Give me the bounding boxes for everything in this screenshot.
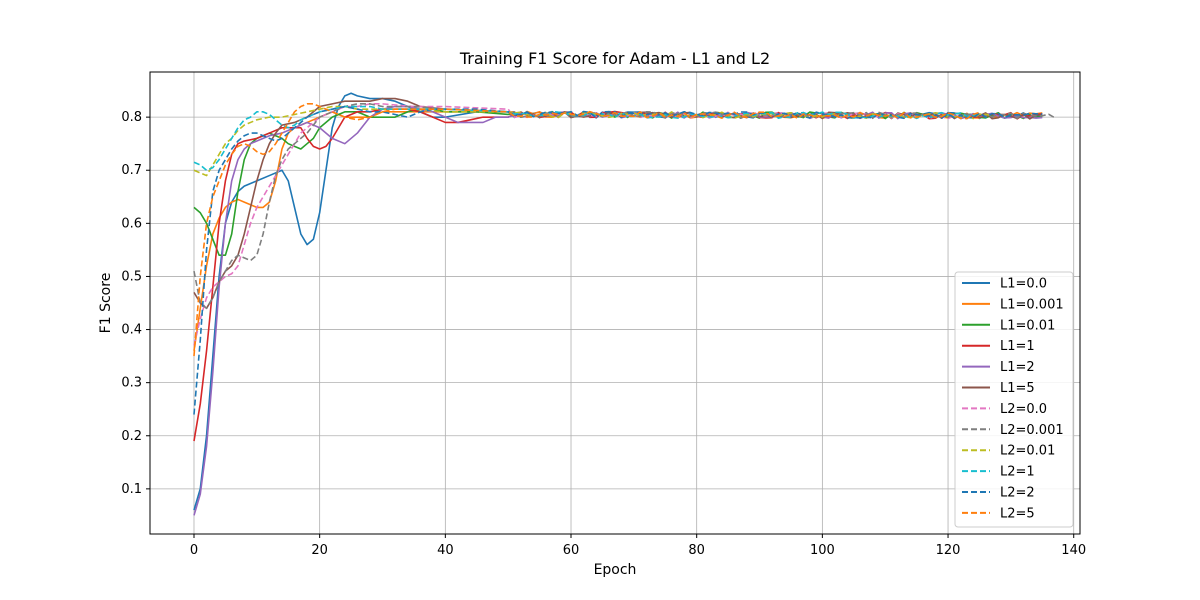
legend-entry-label: L1=0.01 [1000, 318, 1055, 333]
legend-entry-label: L1=2 [1000, 360, 1035, 375]
chart-title: Training F1 Score for Adam - L1 and L2 [459, 49, 770, 68]
legend-entry-label: L2=0.001 [1000, 423, 1064, 438]
x-tick-label: 40 [437, 543, 454, 558]
legend-entry-label: L1=5 [1000, 381, 1035, 396]
series-line-l1-2 [193, 105, 1043, 516]
x-tick-label: 120 [936, 543, 961, 558]
plot-area-frame [149, 71, 1081, 535]
x-tick-label: 140 [1061, 543, 1086, 558]
series-lines [193, 92, 1056, 516]
series-line-l2-5 [193, 103, 980, 357]
x-tick-label: 20 [311, 543, 328, 558]
legend: L1=0.0 L1=0.001 L1=0.01 L1=1 L1=2 L1=5 L2=0.0 L… [954, 271, 1074, 528]
series-line-l1-0-0 [193, 92, 1043, 511]
y-tick-label: 0.7 [121, 163, 142, 178]
y-tick-label: 0.4 [121, 323, 142, 338]
legend-entry-label: L1=0.0 [1000, 277, 1047, 292]
series-line-l1-0-01 [193, 108, 1043, 257]
axis-ticks: 0 20 40 60 80 100 120 140 0.1 0.2 0.3 0.4 0.5 0.6 0.7 0… [121, 110, 1086, 558]
x-tick-label: 80 [688, 543, 705, 558]
legend-entry-label: L2=0.0 [1000, 402, 1047, 417]
legend-entry-label: L1=1 [1000, 339, 1035, 354]
legend-entry-label: L1=0.001 [1000, 297, 1064, 312]
legend-entry-label: L2=5 [1000, 506, 1035, 521]
legend-entry-label: L2=2 [1000, 486, 1035, 501]
y-tick-label: 0.2 [121, 429, 142, 444]
x-tick-label: 100 [810, 543, 835, 558]
legend-box [954, 271, 1074, 528]
series-line-l1-1 [193, 108, 1043, 442]
x-axis-label: Epoch [594, 562, 637, 578]
y-tick-label: 0.6 [121, 216, 142, 231]
legend-entry-label: L2=0.01 [1000, 444, 1055, 459]
series-line-l2-0-001 [193, 103, 1056, 310]
y-tick-label: 0.8 [121, 110, 142, 125]
y-tick-label: 0.1 [121, 482, 142, 497]
series-line-l1-0-001 [193, 110, 1043, 351]
grid-lines [150, 72, 1080, 534]
y-tick-label: 0.5 [121, 269, 142, 284]
legend-entry-label: L2=1 [1000, 465, 1035, 480]
x-tick-label: 60 [563, 543, 580, 558]
series-line-l2-1 [193, 105, 980, 172]
series-line-l2-0-0 [193, 103, 961, 346]
series-line-l2-2 [193, 105, 1043, 415]
x-tick-label: 0 [190, 543, 198, 558]
y-axis-label: F1 Score [98, 273, 114, 334]
y-tick-label: 0.3 [121, 376, 142, 391]
series-line-l2-0-01 [193, 105, 993, 177]
